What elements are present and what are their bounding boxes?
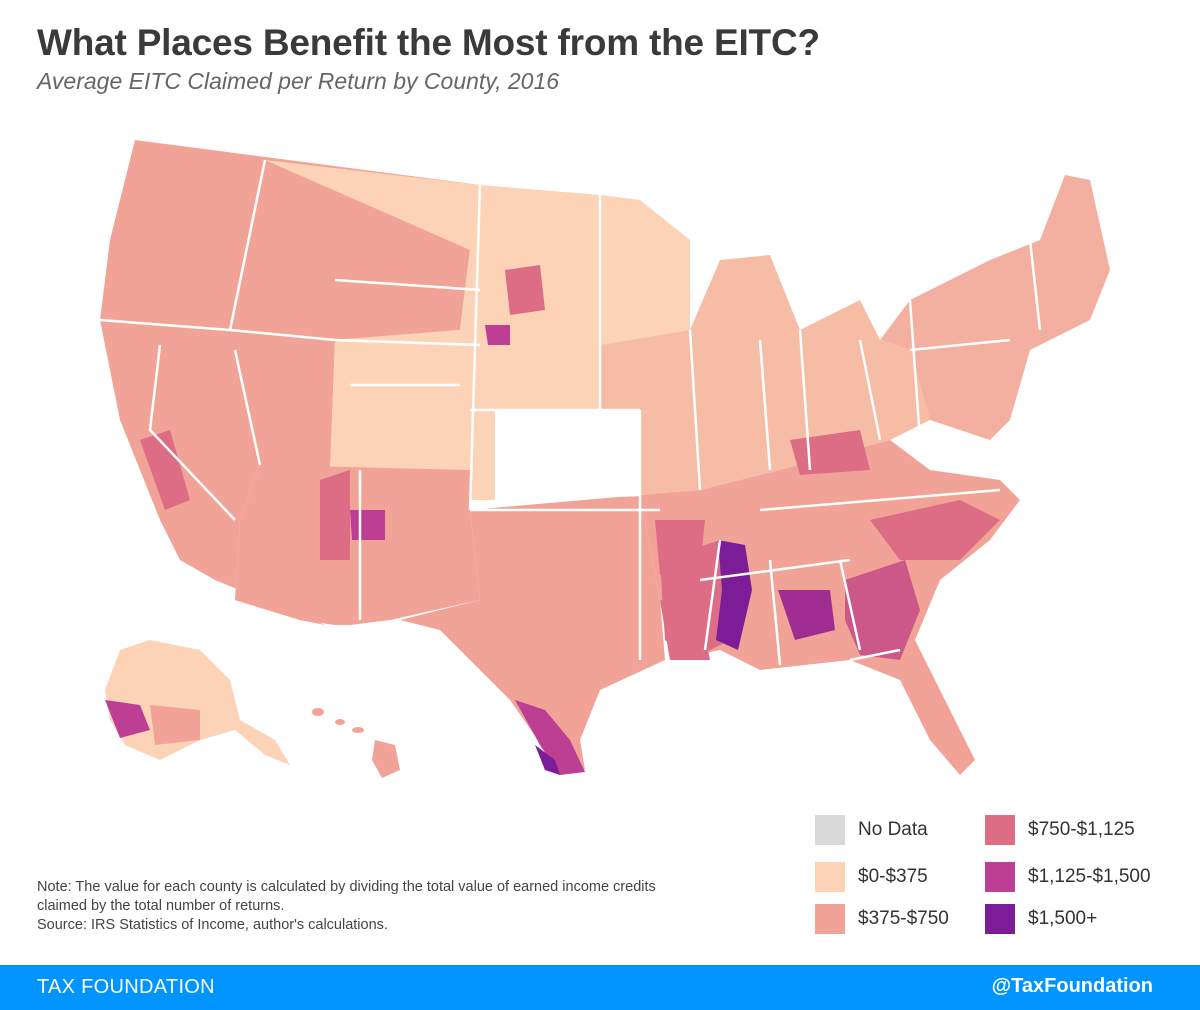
source-text: Source: IRS Statistics of Income, author… [37,917,388,933]
page-subtitle: Average EITC Claimed per Return by Count… [37,68,560,94]
legend-item-750-1125: $750-$1,125 [985,815,1135,845]
region-northeast [880,175,1110,440]
legend-item-375-750: $375-$750 [815,904,949,934]
legend-swatch [815,904,845,934]
legend-swatch [985,862,1015,892]
footer-bar: TAX FOUNDATION @TaxFoundation [0,965,1200,1010]
hotspot-south-texas [515,700,585,775]
hawaii [312,708,400,778]
legend-label: $0-$375 [858,866,928,887]
hotspot-central-valley [140,430,190,510]
legend-swatch [985,904,1015,934]
legend-item-1500-plus: $1,500+ [985,904,1097,934]
hotspot-rio-grande [535,745,560,775]
hotspot-alabama-black-belt [778,590,835,640]
region-north-plains [265,160,690,500]
legend-swatch [815,815,845,845]
region-southwest [235,465,480,625]
hotspot-carolinas [870,500,1000,560]
hotspot-south-dakota [505,265,545,315]
page-title: What Places Benefit the Most from the EI… [37,22,820,63]
legend-label: $750-$1,125 [1028,819,1135,840]
legend-label: $1,125-$1,500 [1028,866,1151,887]
footnote-text: Note: The value for each county is calcu… [37,879,656,914]
contiguous-us [100,140,1110,775]
social-handle: @TaxFoundation [991,975,1153,997]
brand-name: TAX FOUNDATION [37,976,215,998]
hotspot-arkansas [655,520,705,575]
legend-swatch [815,862,845,892]
alaska [105,640,290,765]
legend-item-no-data: No Data [815,815,928,845]
hotspots [140,265,1000,775]
state-borders [99,159,1042,666]
hotspot-southwest-alaska [105,700,150,738]
region-texas [400,495,665,770]
legend-label: No Data [858,819,928,840]
region-west [100,140,480,625]
legend-swatch [985,815,1015,845]
hotspot-navajo [320,470,350,560]
hotspot-mississippi-delta [716,540,752,650]
footnote: Note: The value for each county is calcu… [37,878,657,935]
legend-item-0-375: $0-$375 [815,862,928,892]
hotspot-louisiana [660,600,710,660]
us-county-map [99,140,1110,778]
legend-label: $1,500+ [1028,908,1098,929]
hotspot-georgia [845,560,920,660]
legend-label: $375-$750 [858,908,949,929]
hotspot-four-corners [350,510,385,540]
map-legend: No Data $0-$375 $375-$750 $750-$1,125 $1… [815,815,1185,945]
hotspot-pine-ridge [485,325,510,345]
legend-item-1125-1500: $1,125-$1,500 [985,862,1151,892]
